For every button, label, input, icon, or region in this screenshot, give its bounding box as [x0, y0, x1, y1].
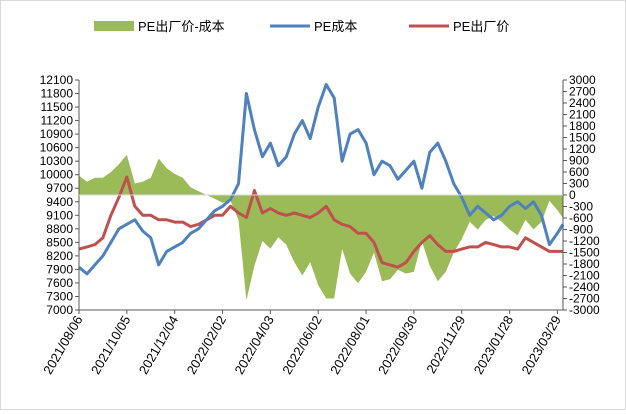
right-tick-label: 1500 — [569, 131, 596, 145]
left-tick-label: 7300 — [46, 289, 73, 303]
left-tick-label: 9400 — [46, 195, 73, 209]
series-line-price — [78, 175, 563, 269]
x-tick-label: 2022/11/29 — [423, 313, 468, 376]
right-tick-label: 0 — [569, 188, 576, 202]
right-tick-label: 2700 — [569, 85, 596, 99]
right-tick-label: 1200 — [569, 142, 596, 156]
left-tick-label: 11500 — [41, 100, 74, 114]
x-tick-label: 2021/12/04 — [136, 313, 182, 377]
right-tick-label: -1800 — [569, 257, 600, 271]
left-tick-label: 8500 — [46, 235, 73, 249]
x-tick-label: 2022/09/30 — [375, 313, 421, 377]
x-tick-label: 2022/08/01 — [327, 313, 373, 377]
series-area-spread — [79, 154, 563, 301]
x-tick-label: 2022/04/03 — [231, 313, 277, 377]
plot-area: 7000730076007900820085008800910094009700… — [40, 73, 600, 377]
right-tick-label: -2400 — [569, 280, 600, 294]
right-tick-label: 2400 — [569, 96, 596, 110]
right-tick-label: -1200 — [569, 234, 600, 248]
x-tick-label: 2022/02/02 — [184, 313, 230, 377]
left-tick-label: 10900 — [40, 127, 74, 141]
x-tick-label: 2021/10/05 — [88, 313, 134, 377]
legend-item-price: PE出厂价 — [409, 19, 509, 34]
right-tick-label: -300 — [569, 200, 593, 214]
x-tick-label: 2023/01/28 — [471, 313, 517, 377]
left-tick-label: 7900 — [46, 262, 73, 276]
left-tick-label: 7000 — [46, 303, 73, 317]
right-tick-label: -2100 — [569, 269, 600, 283]
series-line-cost — [78, 83, 565, 276]
legend-item-spread: PE出厂价-成本 — [94, 19, 225, 34]
right-tick-label: 2100 — [569, 108, 596, 122]
left-tick-label: 10600 — [40, 141, 74, 155]
right-tick-label: -1500 — [569, 246, 600, 260]
right-tick-label: -900 — [569, 223, 593, 237]
right-tick-label: -2700 — [569, 292, 600, 306]
left-tick-label: 9700 — [46, 181, 73, 195]
left-tick-label: 10000 — [40, 168, 74, 182]
left-tick-label: 11800 — [41, 87, 74, 101]
left-tick-label: 8800 — [46, 222, 73, 236]
legend-label-price: PE出厂价 — [453, 19, 509, 34]
left-tick-label: 8200 — [46, 249, 73, 263]
right-tick-label: 1800 — [569, 119, 596, 133]
x-tick-label: 2021/08/06 — [40, 313, 86, 377]
legend-label-cost: PE成本 — [314, 19, 357, 34]
right-tick-label: -3000 — [569, 303, 600, 317]
x-tick-label: 2022/06/02 — [279, 313, 325, 377]
right-tick-label: 3000 — [569, 73, 596, 87]
right-tick-label: 900 — [569, 154, 589, 168]
legend-swatch-spread — [94, 21, 134, 31]
left-tick-label: 11200 — [41, 114, 74, 128]
legend-label-spread: PE出厂价-成本 — [138, 19, 225, 34]
right-tick-label: -600 — [569, 211, 593, 225]
right-tick-label: 300 — [569, 177, 589, 191]
left-tick-label: 7600 — [46, 276, 73, 290]
right-tick-label: 600 — [569, 165, 589, 179]
legend: PE出厂价-成本 PE成本 PE出厂价 — [94, 19, 509, 34]
left-tick-label: 9100 — [46, 208, 73, 222]
left-tick-label: 12100 — [40, 73, 74, 87]
x-tick-label: 2023/03/29 — [518, 313, 564, 377]
left-tick-label: 10300 — [40, 154, 74, 168]
legend-item-cost: PE成本 — [270, 19, 357, 34]
